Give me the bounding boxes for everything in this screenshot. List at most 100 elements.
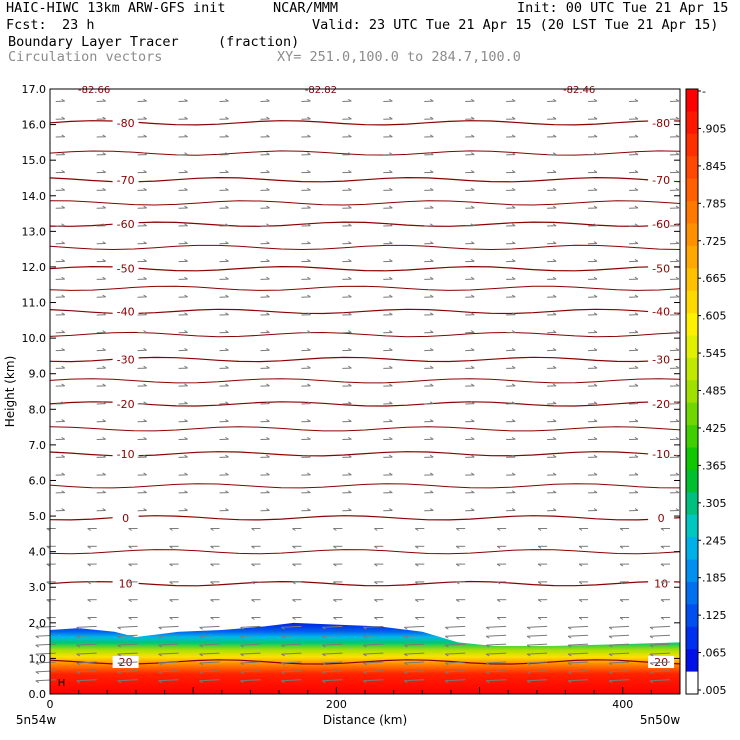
circulation-vector: [527, 652, 548, 655]
circulation-vector-head: [61, 116, 65, 120]
contour-extreme-label: -82.66: [78, 85, 110, 96]
circulation-vector-head: [102, 170, 106, 173]
temperature-contour: [49, 265, 681, 272]
circulation-vector-head: [143, 436, 147, 440]
circulation-vector-head: [593, 241, 598, 244]
circulation-vector: [35, 634, 56, 637]
circulation-vector-head: [374, 581, 378, 585]
circulation-vector-head: [102, 454, 106, 458]
colorbar-swatch: [686, 89, 698, 112]
circulation-vector-head: [266, 241, 270, 244]
circulation-vector-head: [307, 170, 311, 173]
contour-label: -40: [652, 305, 670, 318]
circulation-vector-head: [374, 563, 378, 567]
circulation-vector-head: [102, 241, 106, 244]
circulation-vector-head: [455, 581, 460, 585]
circulation-vector-head: [251, 581, 255, 585]
contour-label-bg: [648, 262, 675, 275]
circulation-vector-head: [470, 454, 475, 458]
circulation-vector-head: [660, 545, 665, 549]
colorbar-label: .305: [702, 497, 727, 510]
circulation-vector-head: [292, 599, 296, 603]
circulation-vector: [199, 679, 220, 682]
circulation-vector-head: [143, 472, 147, 476]
temperature-contour: [49, 285, 681, 291]
circulation-vector-head: [552, 223, 557, 227]
circulation-vector-head: [292, 617, 296, 620]
circulation-vector: [568, 652, 589, 655]
circulation-vector: [322, 652, 343, 655]
circulation-vector-head: [348, 330, 352, 333]
circulation-vector-head: [169, 563, 173, 567]
circulation-vector-head: [388, 134, 393, 138]
circulation-vector-head: [143, 401, 147, 405]
colorbar-label: .605: [702, 310, 727, 323]
circulation-vector-head: [429, 116, 434, 120]
contour-label: -20: [652, 398, 670, 411]
circulation-vector-head: [511, 312, 516, 316]
circulation-vector-head: [225, 187, 229, 191]
circulation-vector-head: [552, 347, 557, 351]
circulation-vector-head: [619, 617, 624, 620]
circulation-vector-head: [429, 205, 434, 209]
circulation-vector-head: [649, 653, 654, 657]
circulation-vector: [527, 670, 548, 673]
circulation-vector-head: [143, 365, 147, 369]
circulation-vector-head: [675, 330, 680, 333]
circulation-vector-head: [660, 581, 665, 585]
circulation-vector-head: [485, 626, 490, 630]
circulation-vector-head: [634, 365, 639, 369]
colorbar-label: .665: [702, 272, 727, 285]
circulation-vector-head: [61, 98, 65, 102]
circulation-vector-head: [496, 617, 501, 620]
circulation-vector-head: [675, 508, 680, 511]
circulation-vector-head: [184, 205, 188, 209]
circulation-vector-head: [552, 312, 557, 316]
circulation-vector-head: [404, 671, 408, 675]
circulation-vector-head: [102, 134, 106, 138]
circulation-vector-head: [414, 599, 419, 603]
circulation-vector-head: [184, 383, 188, 387]
circulation-vector-head: [102, 187, 106, 191]
circulation-vector-head: [608, 671, 613, 675]
circulation-vector-head: [102, 436, 106, 440]
circulation-vector-head: [184, 347, 188, 351]
circulation-vectors: [35, 98, 680, 684]
circulation-vector-head: [102, 365, 106, 369]
circulation-vector-head: [429, 294, 434, 298]
circulation-vector-head: [199, 653, 203, 657]
circulation-vector-head: [307, 205, 311, 209]
circulation-vector-head: [348, 116, 352, 120]
circulation-vector: [527, 661, 548, 664]
circulation-vector-head: [470, 116, 475, 120]
colorbar-swatch: [686, 313, 698, 336]
circulation-vector: [240, 643, 261, 646]
circulation-vector: [240, 679, 261, 682]
circulation-vector-head: [470, 170, 475, 173]
circulation-vector-head: [578, 528, 583, 531]
y-axis-label: Height (km): [3, 356, 17, 427]
colorbar-label: .545: [702, 347, 727, 360]
circulation-vector-head: [158, 635, 162, 639]
circulation-vector-head: [266, 152, 270, 155]
circulation-vector: [527, 634, 548, 637]
circulation-vector-head: [266, 490, 270, 494]
circulation-vector-head: [143, 223, 147, 227]
tracer-area: [50, 622, 680, 694]
circulation-vector-head: [675, 312, 680, 316]
circulation-vector-head: [102, 490, 106, 494]
y-tick-label: 9.0: [29, 368, 47, 381]
colorbar-swatch: [686, 559, 698, 583]
circulation-vector-head: [117, 635, 122, 639]
valid-time: Valid: 23 UTC Tue 21 Apr 15 (20 LST Tue …: [312, 17, 719, 33]
circulation-vector-head: [348, 401, 352, 405]
circulation-vector-head: [143, 312, 147, 316]
field-units: (fraction): [218, 34, 300, 50]
circulation-vector-head: [348, 98, 352, 102]
circulation-vector-head: [61, 223, 65, 227]
circulation-vector: [404, 634, 425, 637]
circulation-vector-head: [184, 490, 188, 494]
circulation-vector-head: [240, 644, 244, 648]
circulation-vector: [199, 661, 220, 664]
y-tick-label: 11.0: [22, 297, 47, 310]
